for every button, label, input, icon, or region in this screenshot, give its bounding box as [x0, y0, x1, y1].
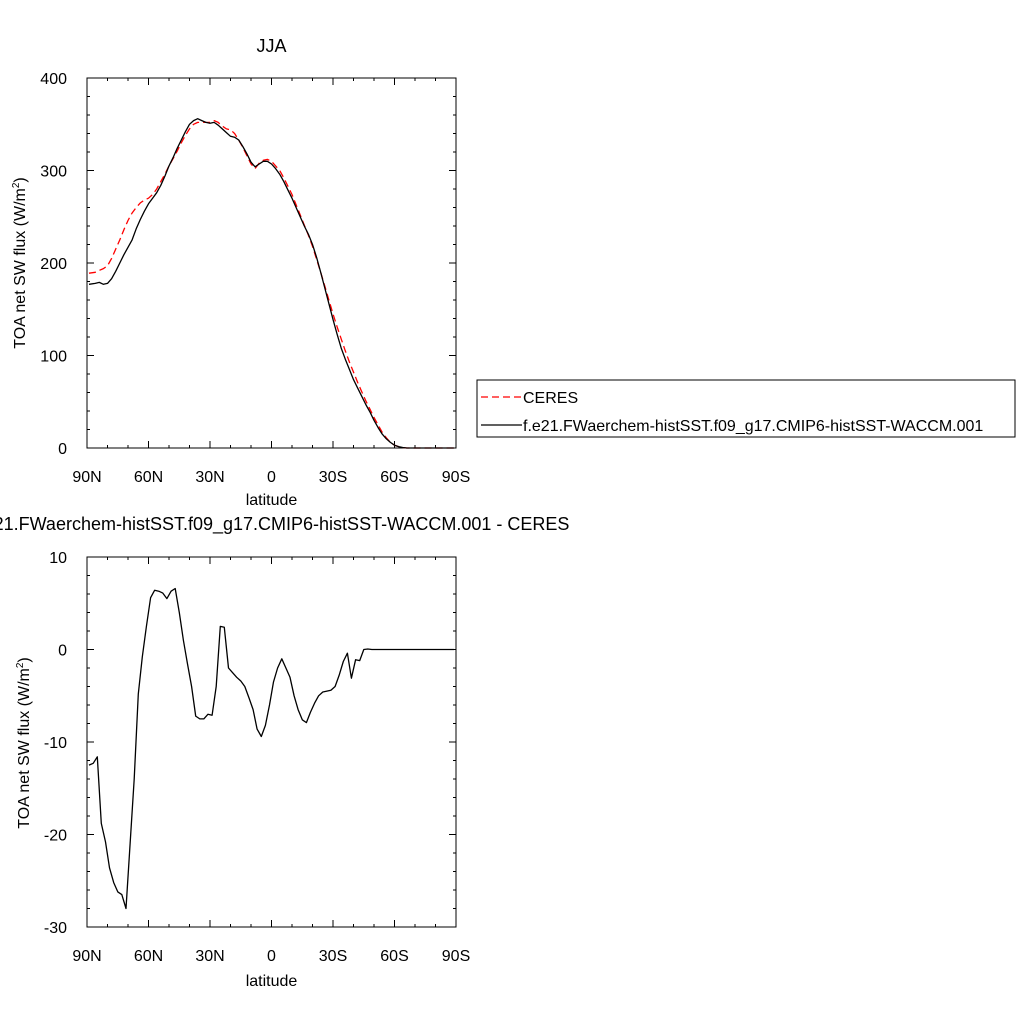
- bottom-plot-area: 90N 60N 30N 0 30S 60S 90S -30 -20 -10 0 10: [44, 550, 470, 965]
- bottom-x-tick-label: 90N: [72, 948, 101, 965]
- top-y-tick-label: 300: [40, 164, 67, 181]
- top-chart-title: JJA: [256, 36, 286, 56]
- top-x-tick-label: 0: [267, 469, 276, 486]
- bottom-y-tick-label: 10: [49, 550, 67, 567]
- top-plot-frame: [86, 77, 457, 449]
- top-series-line-0: [88, 119, 454, 449]
- bottom-x-tick-label: 90S: [442, 948, 470, 965]
- bottom-x-tick-label: 30N: [195, 948, 224, 965]
- bottom-panel: f.e21.FWaerchem-histSST.f09_g17.CMIP6-hi…: [0, 514, 569, 990]
- legend-label-model: f.e21.FWaerchem-histSST.f09_g17.CMIP6-hi…: [523, 418, 983, 435]
- top-y-tick-label: 200: [40, 256, 67, 273]
- top-x-axis-label: latitude: [246, 492, 298, 509]
- top-x-tick-label: 90N: [72, 469, 101, 486]
- bottom-x-tick-label: 0: [267, 948, 276, 965]
- bottom-y-tick-label: 0: [58, 643, 67, 660]
- top-panel: JJA 90N 60N 30N 0 30S 60S 90S 0 100 200 300 400 lat…: [11, 36, 470, 509]
- top-x-tick-label: 60S: [380, 469, 408, 486]
- top-y-tick-label: 0: [58, 441, 67, 458]
- top-series-line-1: [88, 118, 454, 449]
- top-y-tick-label: 400: [40, 71, 67, 88]
- top-x-tick-label: 30N: [195, 469, 224, 486]
- top-x-tick-label: 60N: [134, 469, 163, 486]
- bottom-y-tick-label: -10: [44, 735, 67, 752]
- top-x-tick-label: 90S: [442, 469, 470, 486]
- bottom-x-tick-label: 30S: [319, 948, 347, 965]
- bottom-x-axis-label: latitude: [246, 973, 298, 990]
- top-y-axis-label: TOA net SW flux (W/m2): [11, 177, 29, 349]
- bottom-y-tick-label: -30: [44, 920, 67, 937]
- bottom-x-tick-label: 60N: [134, 948, 163, 965]
- bottom-y-axis-label: TOA net SW flux (W/m2): [15, 657, 33, 829]
- top-y-tick-label: 100: [40, 349, 67, 366]
- bottom-series-line-0: [88, 587, 454, 910]
- bottom-plot-frame: [86, 556, 457, 928]
- top-plot-area: 90N 60N 30N 0 30S 60S 90S 0 100 200 300 400: [40, 71, 470, 486]
- bottom-y-tick-label: -20: [44, 828, 67, 845]
- legend-box: [476, 379, 1016, 438]
- legend: CERES f.e21.FWaerchem-histSST.f09_g17.CM…: [476, 379, 1016, 438]
- bottom-x-tick-label: 60S: [380, 948, 408, 965]
- legend-label-ceres: CERES: [523, 390, 578, 407]
- bottom-chart-title: f.e21.FWaerchem-histSST.f09_g17.CMIP6-hi…: [0, 514, 569, 535]
- top-x-tick-label: 30S: [319, 469, 347, 486]
